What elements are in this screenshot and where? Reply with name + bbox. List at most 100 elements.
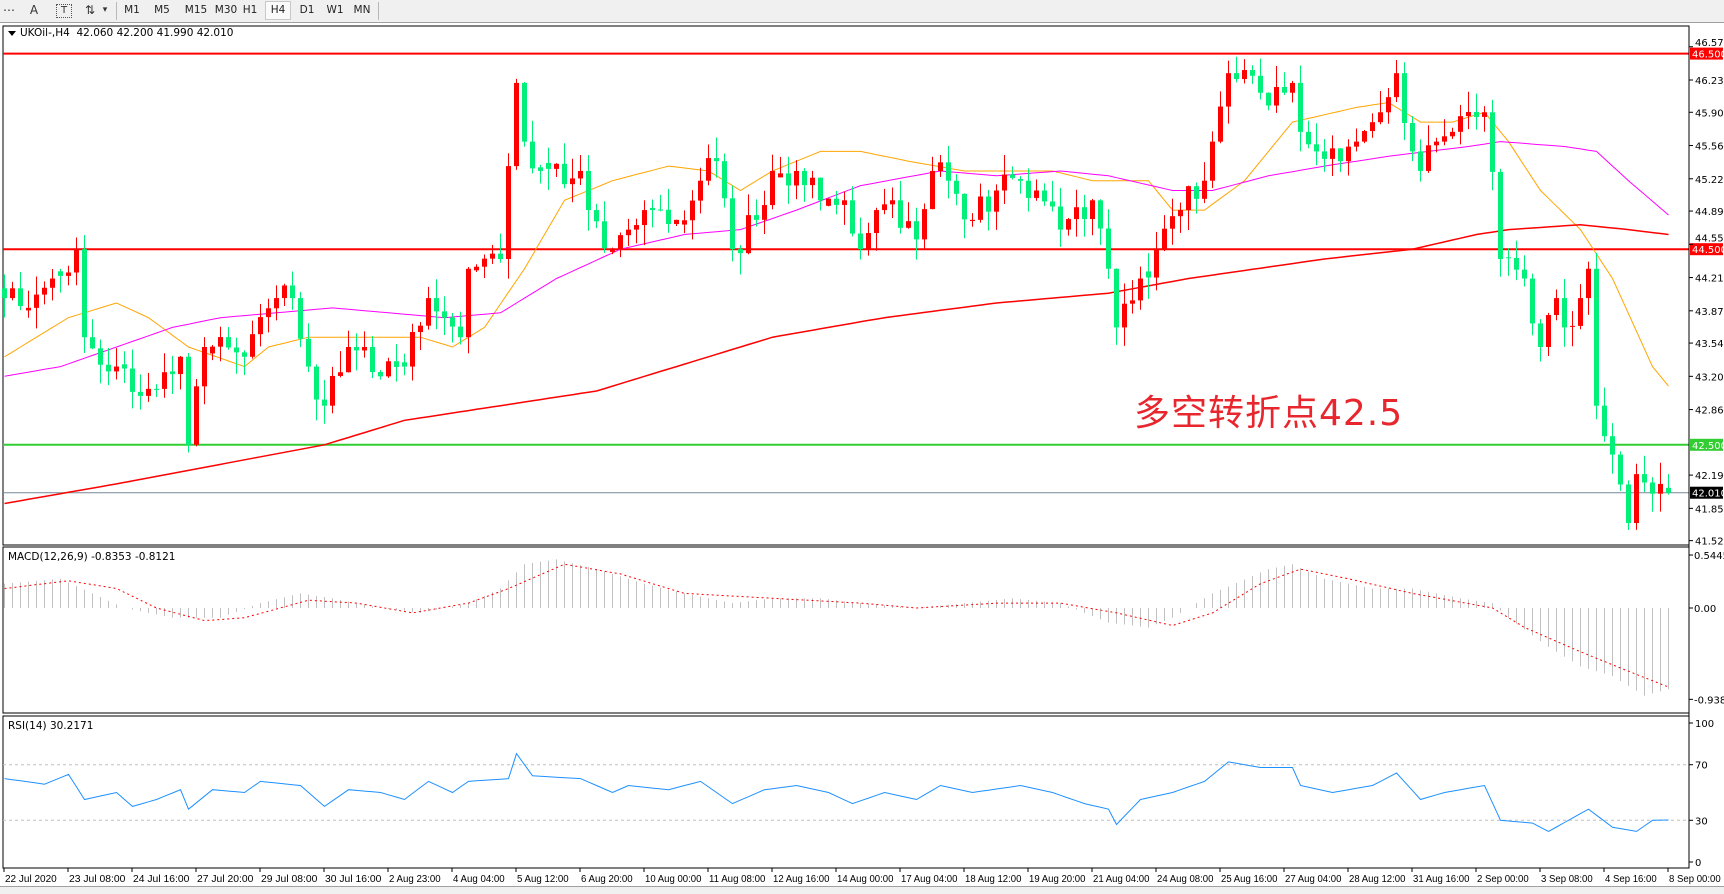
candle-body — [1410, 122, 1415, 152]
chart-toolbar: ⋯ A T ⇅ ▾ M1 M5 M15 M30 H1 H4 D1 W1 MN — [0, 0, 1724, 23]
candle-body — [1498, 171, 1503, 259]
candle-body — [1394, 73, 1399, 98]
candle-body — [242, 352, 247, 357]
toolbar-separator — [116, 2, 117, 20]
dropdown-arrow-icon[interactable]: ▾ — [102, 5, 108, 15]
price-tick-label: 44.550 — [1695, 234, 1724, 245]
candle-body — [1450, 131, 1455, 137]
price-tick-label: 46.230 — [1695, 76, 1724, 87]
candle-body — [754, 215, 759, 220]
period-m5-button[interactable]: M5 — [154, 4, 170, 16]
candle-body — [1226, 73, 1231, 107]
candle-body — [234, 347, 239, 353]
candle-body — [914, 221, 919, 240]
candle-body — [82, 249, 87, 338]
candle-body — [1114, 268, 1119, 328]
time-tick-label: 5 Aug 12:00 — [517, 874, 569, 885]
collapse-triangle-icon[interactable] — [8, 30, 16, 36]
candle-body — [866, 233, 871, 250]
candle-body — [1074, 207, 1079, 220]
arrows-tool-icon[interactable]: ⇅ — [84, 3, 96, 17]
candle-body — [1562, 298, 1567, 328]
candle-body — [538, 167, 543, 171]
period-separator-icon[interactable]: ⋯ — [3, 3, 15, 17]
candle-body — [10, 288, 15, 299]
candle-body — [626, 229, 631, 236]
candle-body — [1618, 454, 1623, 485]
period-w1-button[interactable]: W1 — [326, 4, 344, 16]
text-label-tool-icon[interactable]: T — [56, 4, 72, 18]
candle-body — [1634, 474, 1639, 524]
candle-body — [1266, 92, 1271, 106]
candle-body — [58, 271, 63, 276]
candle-body — [1178, 210, 1183, 217]
period-m1-button[interactable]: M1 — [124, 4, 140, 16]
candle-body — [690, 200, 695, 221]
candle-body — [802, 170, 807, 186]
candles — [2, 56, 1671, 530]
candle-body — [1586, 268, 1591, 299]
candle-body — [330, 375, 335, 406]
period-mn-button[interactable]: MN — [353, 4, 371, 16]
period-m15-button[interactable]: M15 — [184, 4, 208, 16]
candle-body — [1386, 97, 1391, 113]
period-h4-button[interactable]: H4 — [265, 1, 291, 20]
price-tick-label: 42.860 — [1695, 406, 1724, 417]
chart-canvas[interactable]: 46.500 44.500 42.500 42.010 46.570 46.230 45.9… — [0, 23, 1724, 893]
candle-body — [706, 158, 711, 181]
candle-body — [1378, 112, 1383, 123]
candle-body — [1090, 200, 1095, 220]
horizontal-scrollbar[interactable] — [0, 886, 1724, 894]
period-m30-button[interactable]: M30 — [214, 4, 238, 16]
time-tick-label: 10 Aug 00:00 — [645, 874, 702, 885]
candle-body — [730, 198, 735, 250]
candle-body — [338, 372, 343, 376]
candle-body — [42, 287, 47, 295]
candle-body — [266, 308, 271, 318]
rsi-tick-label: 0 — [1695, 858, 1701, 869]
candle-body — [1122, 303, 1127, 328]
candle-body — [1666, 487, 1671, 493]
candle-body — [498, 253, 503, 259]
text-tool-icon[interactable]: A — [29, 3, 39, 17]
period-d1-button[interactable]: D1 — [299, 4, 315, 16]
candle-body — [362, 346, 367, 351]
candle-body — [114, 366, 119, 372]
candle-body — [370, 346, 375, 372]
candle-body — [1258, 75, 1263, 93]
candle-body — [2, 288, 7, 299]
candle-body — [74, 249, 79, 273]
macd-tick-label: 0.5445 — [1694, 551, 1724, 562]
candle-body — [1002, 174, 1007, 191]
candle-body — [506, 166, 511, 259]
candle-body — [1578, 298, 1583, 326]
macd-label: MACD(12,26,9) -0.8353 -0.8121 — [8, 551, 176, 563]
period-h1-button[interactable]: H1 — [242, 4, 258, 16]
candle-body — [786, 173, 791, 186]
candle-body — [746, 215, 751, 254]
rsi-tick-label: 100 — [1695, 719, 1714, 730]
price-label-bg — [1690, 486, 1723, 499]
candle-body — [1242, 70, 1247, 80]
candle-body — [1026, 180, 1031, 198]
candle-body — [1298, 82, 1303, 132]
candle-body — [1554, 298, 1559, 316]
macd-tick-label: 0.00 — [1694, 604, 1716, 615]
candle-body — [666, 209, 671, 224]
time-tick-label: 25 Aug 16:00 — [1221, 874, 1278, 885]
candle-body — [1330, 148, 1335, 159]
candle-body — [1210, 141, 1215, 181]
candle-body — [1338, 148, 1343, 162]
time-tick-label: 17 Aug 04:00 — [901, 874, 958, 885]
time-tick-label: 30 Jul 16:00 — [325, 874, 382, 885]
rsi-label: RSI(14) 30.2171 — [8, 720, 94, 732]
candle-body — [1082, 207, 1087, 220]
candle-body — [898, 200, 903, 228]
candle-body — [1506, 257, 1511, 259]
candle-body — [1018, 179, 1023, 181]
candle-body — [1418, 151, 1423, 171]
candle-body — [970, 219, 975, 222]
candle-body — [946, 162, 951, 181]
candle-body — [282, 285, 287, 299]
candle-body — [954, 180, 959, 194]
